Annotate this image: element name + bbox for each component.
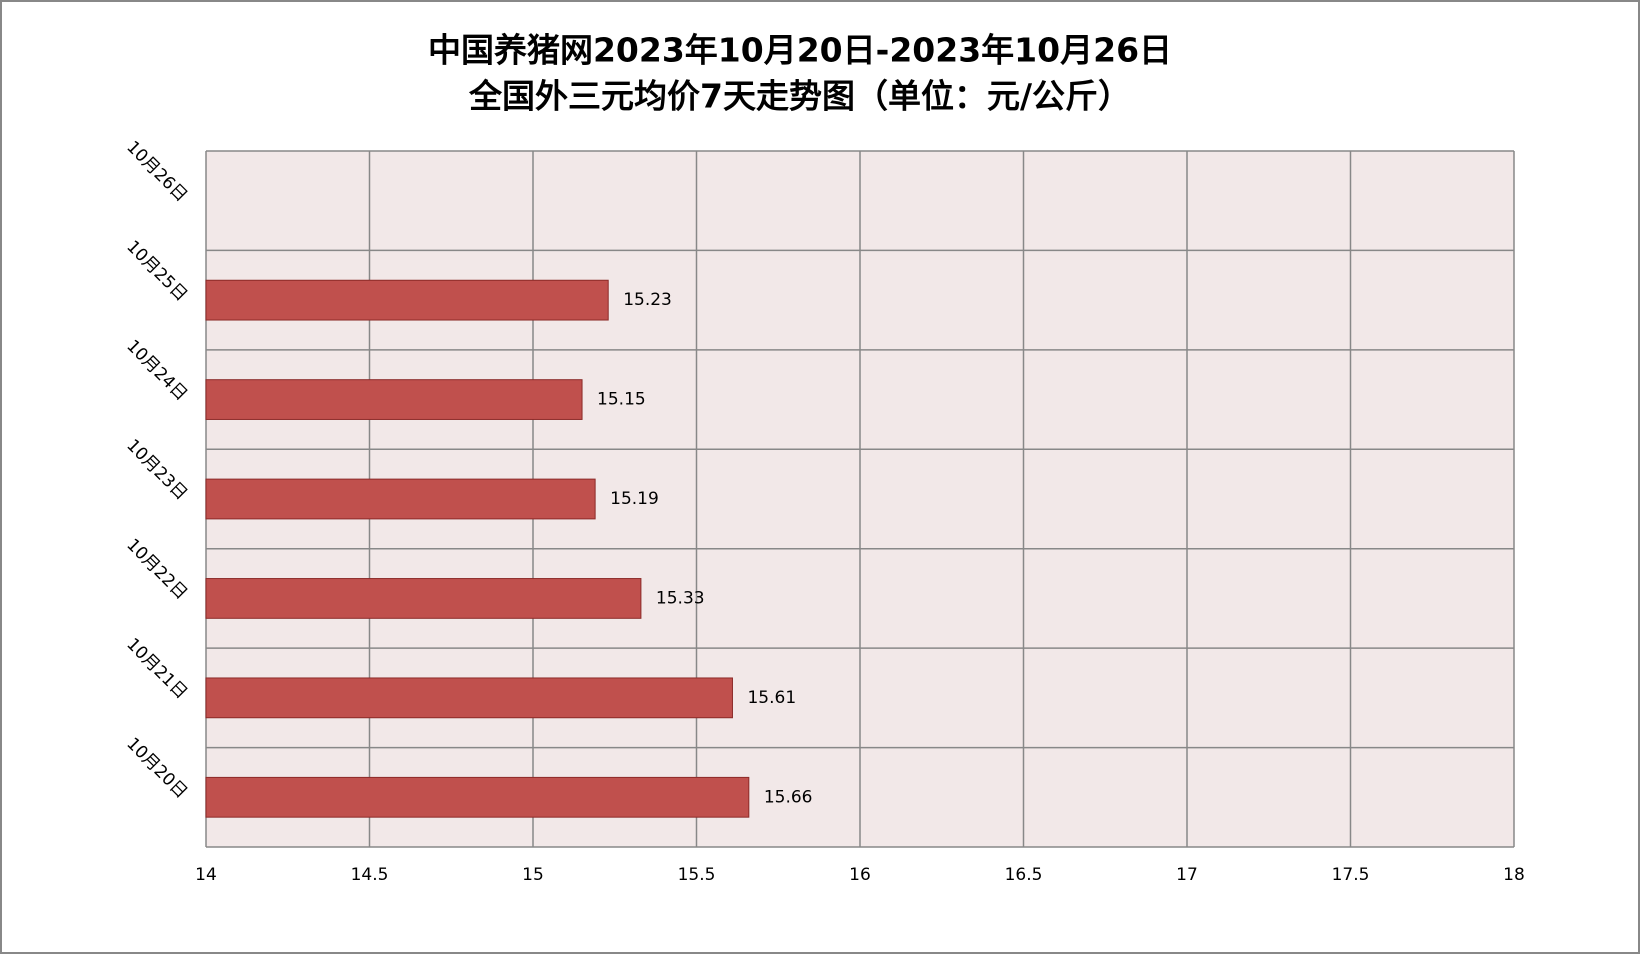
chart-title: 中国养猪网2023年10月20日-2023年10月26日 (428, 31, 1172, 70)
x-tick-label: 17.5 (1332, 865, 1370, 885)
bar (205, 478, 596, 520)
x-tick-label: 14 (195, 865, 217, 885)
bar (205, 379, 583, 420)
x-tick-label: 16 (849, 865, 871, 885)
x-tick-label: 15.5 (678, 865, 716, 885)
x-tick-label: 17 (1176, 865, 1198, 885)
data-label: 15.19 (610, 489, 659, 509)
x-tick-label: 14.5 (351, 865, 389, 885)
data-label: 15.33 (656, 588, 705, 608)
bar (205, 279, 609, 321)
data-label: 15.61 (747, 688, 796, 708)
data-label: 15.66 (764, 787, 813, 807)
bar (205, 677, 733, 719)
x-tick-label: 15 (522, 865, 544, 885)
x-tick-label: 16.5 (1005, 865, 1043, 885)
chart-title: 全国外三元均价7天走势图（单位：元/公斤） (468, 77, 1131, 116)
bar (205, 776, 750, 818)
x-tick-label: 18 (1503, 865, 1525, 885)
bar (205, 578, 642, 619)
data-label: 15.15 (597, 390, 646, 410)
data-label: 15.23 (623, 290, 672, 310)
